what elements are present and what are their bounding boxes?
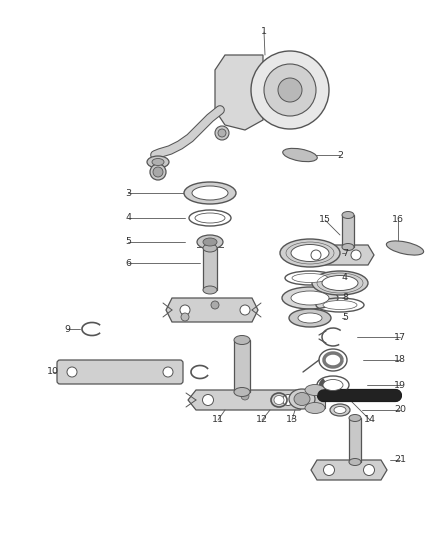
Circle shape (241, 392, 249, 400)
Ellipse shape (323, 301, 357, 310)
Text: 9: 9 (64, 325, 70, 334)
Ellipse shape (342, 212, 354, 219)
Text: 19: 19 (394, 381, 406, 390)
Ellipse shape (278, 78, 302, 102)
Ellipse shape (203, 238, 217, 246)
Ellipse shape (282, 287, 338, 309)
Ellipse shape (234, 387, 250, 397)
Polygon shape (188, 390, 308, 410)
Text: 11: 11 (212, 416, 224, 424)
FancyBboxPatch shape (57, 360, 183, 384)
FancyBboxPatch shape (342, 215, 354, 247)
Text: 6: 6 (125, 259, 131, 268)
Ellipse shape (218, 129, 226, 137)
Ellipse shape (203, 244, 217, 252)
Ellipse shape (323, 379, 343, 391)
Text: 13: 13 (286, 416, 298, 424)
Ellipse shape (289, 389, 315, 409)
Text: 3: 3 (125, 189, 131, 198)
Ellipse shape (283, 148, 317, 161)
Text: 5: 5 (125, 238, 131, 246)
Circle shape (163, 367, 173, 377)
Ellipse shape (280, 239, 340, 267)
Ellipse shape (312, 271, 368, 295)
Ellipse shape (195, 213, 225, 223)
Polygon shape (166, 298, 258, 322)
Text: 4: 4 (125, 214, 131, 222)
Ellipse shape (349, 415, 361, 422)
Ellipse shape (184, 182, 236, 204)
Ellipse shape (153, 167, 163, 177)
Circle shape (364, 464, 374, 475)
Text: 14: 14 (364, 416, 376, 424)
Polygon shape (215, 55, 263, 130)
Ellipse shape (291, 291, 329, 305)
Ellipse shape (342, 244, 354, 251)
Ellipse shape (298, 313, 322, 323)
Text: 1: 1 (261, 28, 267, 36)
Polygon shape (298, 245, 374, 265)
Circle shape (240, 305, 250, 315)
Ellipse shape (322, 276, 358, 290)
Ellipse shape (152, 158, 164, 166)
Circle shape (67, 367, 77, 377)
Circle shape (324, 464, 335, 475)
Ellipse shape (203, 286, 217, 294)
Circle shape (311, 250, 321, 260)
Ellipse shape (334, 407, 346, 414)
Ellipse shape (386, 241, 424, 255)
Text: 4: 4 (342, 273, 348, 282)
Text: 2: 2 (337, 150, 343, 159)
FancyBboxPatch shape (349, 418, 361, 462)
Circle shape (211, 301, 219, 309)
Circle shape (202, 394, 213, 406)
Circle shape (181, 313, 189, 321)
Ellipse shape (192, 186, 228, 200)
FancyBboxPatch shape (203, 248, 217, 290)
Ellipse shape (274, 395, 284, 405)
Ellipse shape (147, 156, 169, 168)
Ellipse shape (330, 404, 350, 416)
Text: 12: 12 (256, 416, 268, 424)
Ellipse shape (294, 392, 310, 406)
Circle shape (283, 394, 293, 406)
Polygon shape (311, 460, 387, 480)
Ellipse shape (305, 384, 325, 395)
Circle shape (351, 250, 361, 260)
Ellipse shape (349, 458, 361, 465)
Ellipse shape (197, 235, 223, 249)
Text: 15: 15 (319, 215, 331, 224)
Ellipse shape (292, 273, 328, 282)
Text: 18: 18 (394, 356, 406, 365)
Text: 17: 17 (394, 333, 406, 342)
Ellipse shape (291, 245, 329, 262)
FancyBboxPatch shape (305, 390, 325, 408)
Text: 7: 7 (342, 248, 348, 257)
Text: 10: 10 (47, 367, 59, 376)
Ellipse shape (305, 402, 325, 414)
Ellipse shape (150, 164, 166, 180)
Ellipse shape (234, 335, 250, 344)
Text: 20: 20 (394, 406, 406, 415)
Circle shape (180, 305, 190, 315)
Ellipse shape (289, 309, 331, 327)
Ellipse shape (264, 64, 316, 116)
Text: 21: 21 (394, 456, 406, 464)
Text: 8: 8 (342, 294, 348, 303)
FancyBboxPatch shape (234, 340, 250, 392)
Text: 5: 5 (342, 313, 348, 322)
Ellipse shape (215, 126, 229, 140)
Text: 16: 16 (392, 215, 404, 224)
Ellipse shape (251, 51, 329, 129)
